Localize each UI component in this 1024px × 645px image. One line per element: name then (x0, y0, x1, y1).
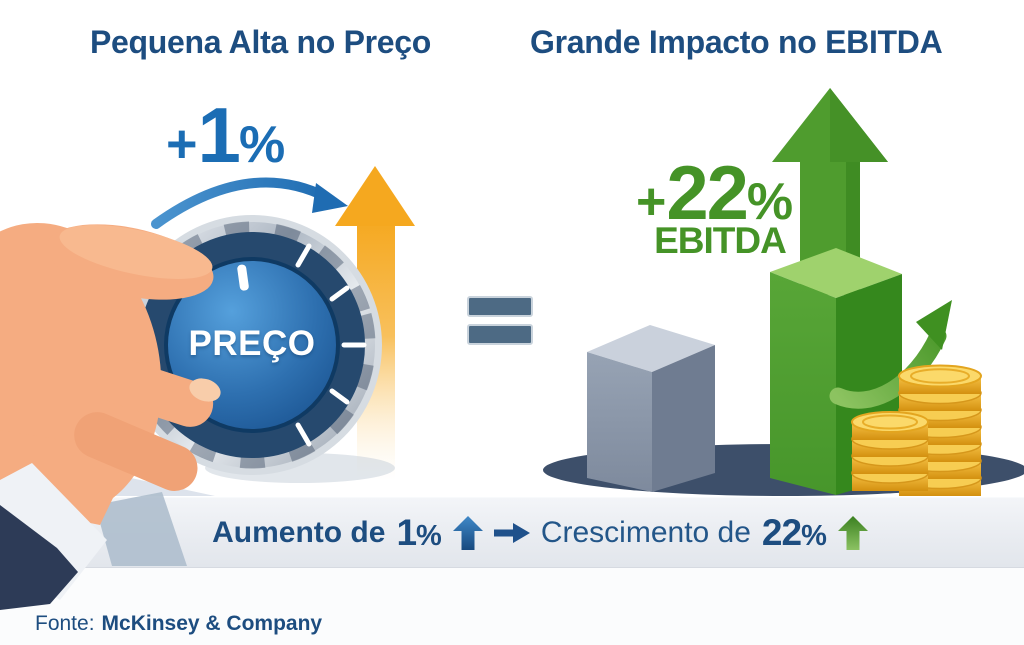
index-finger (96, 357, 214, 427)
source-name: McKinsey & Company (101, 612, 323, 635)
equals-top-bar (467, 296, 533, 317)
price-percent-sign: % (238, 116, 286, 174)
middle-finger (74, 412, 198, 491)
curve-arrow-head (312, 183, 348, 213)
green-bar-icon (770, 248, 902, 495)
increase-curve-arrow-icon (151, 177, 348, 229)
index-fingernail (189, 378, 221, 402)
ebitda-label: EBITDA (654, 220, 787, 261)
orange-arrow-head (335, 166, 415, 226)
price-number: 1 (197, 91, 241, 179)
dial-label: PREÇO (188, 324, 316, 363)
ebitda-percent-sign: % (746, 173, 794, 231)
thumb (46, 224, 214, 300)
banner-left-value: 1% (396, 512, 442, 553)
big-arrow-shaft (800, 155, 860, 295)
footer-area (0, 568, 1024, 645)
summary-banner: Aumento de 1% Crescimento de 22% (0, 497, 1024, 568)
left-title: Pequena Alta no Preço (90, 24, 432, 60)
right-arrow-icon (493, 522, 530, 544)
banner-left-text: Aumento de (212, 515, 386, 549)
curve-arrow-body (151, 177, 331, 229)
gray-bar-icon (587, 325, 715, 492)
coin-stack-left (851, 411, 929, 491)
source-label: Fonte: (35, 612, 95, 635)
source-note: Fonte: McKinsey & Company (35, 612, 322, 636)
ebitda-number: 22 (666, 151, 749, 236)
palm (0, 222, 162, 518)
orange-up-arrow-icon (335, 166, 415, 480)
background-wedge (0, 450, 215, 496)
banner-right-text: Crescimento de (540, 515, 751, 549)
right-title: Grande Impacto no EBITDA (530, 24, 943, 60)
banner-right-value: 22% (761, 512, 827, 553)
swoosh-head (916, 300, 952, 350)
ebitda-increase-value: +22% (636, 156, 793, 232)
green-bar-front (770, 272, 836, 495)
big-arrow-head (772, 88, 888, 162)
orange-arrow-shaft (357, 218, 395, 480)
price-increase-value: +1% (166, 96, 285, 174)
equals-bottom-bar (467, 324, 533, 345)
dial-shadow (205, 453, 395, 483)
coin-stack-right (898, 364, 982, 496)
coin-stack-icon (851, 364, 982, 496)
swoosh-body (829, 327, 947, 409)
summary-banner-content: Aumento de 1% Crescimento de 22% (190, 498, 890, 567)
gray-bar-top (587, 325, 715, 372)
big-arrow-shaft-shade (846, 155, 860, 295)
gray-bar-side (652, 345, 715, 492)
gray-bar-front (587, 352, 652, 492)
base-shadow (543, 444, 1024, 496)
growth-swoosh-arrow-icon (829, 300, 952, 409)
green-bar-side (836, 274, 902, 495)
up-arrow-green-icon (837, 515, 868, 550)
knob-pointer-tick (237, 264, 249, 291)
up-arrow-blue-icon (452, 515, 483, 550)
ebitda-plus-sign: + (636, 173, 667, 231)
thumb-highlight (59, 225, 213, 279)
big-arrow-head-shade (830, 88, 888, 162)
price-plus-sign: + (166, 114, 198, 174)
equals-icon (467, 296, 533, 345)
